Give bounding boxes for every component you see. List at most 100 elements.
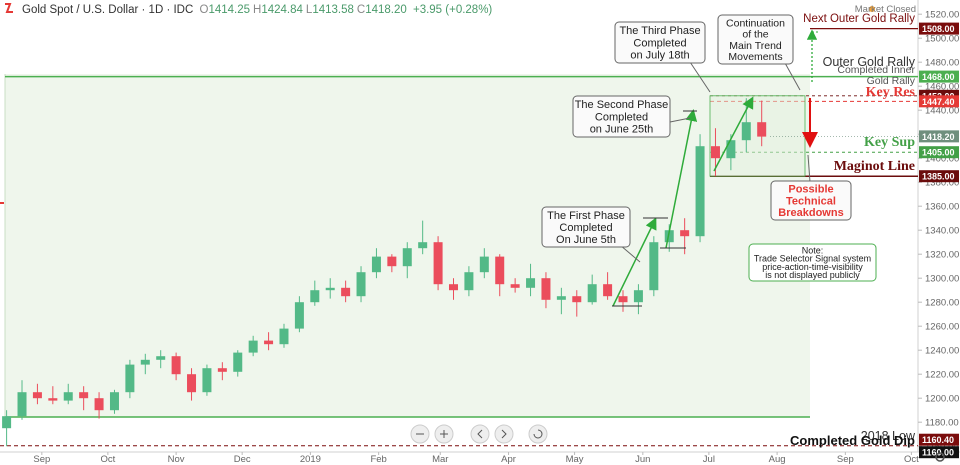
callout-text: Completed [595,111,648,123]
candle-body [448,284,458,291]
candle-body [171,356,181,375]
level-badge-label: 1160.40 [922,435,954,445]
level-name: Completed Gold Dip [790,433,915,448]
icon [477,429,483,439]
level-badge-label: 1447.40 [922,97,955,107]
candle-body [233,352,243,372]
phase-arrow [713,96,754,172]
scroll-right-button[interactable] [494,424,514,444]
candle-body [479,256,489,273]
callout-text: The Third Phase [619,25,700,37]
x-tick-label: Oct [904,454,919,465]
settings-button[interactable] [935,452,945,462]
status-dot [869,6,875,12]
y-tick-label: 1300.00 [925,274,959,285]
candle-body [125,364,135,393]
level-name: Key Res [865,85,915,101]
candle-body [310,290,320,303]
level-badge [919,446,959,459]
icon [440,430,448,438]
y-tick-label: 1200.00 [925,394,959,405]
candle-body [695,146,705,237]
level-badge-label: 1508.00 [922,24,955,34]
level-name: Key Sup [864,135,915,151]
candle-body [32,392,42,399]
callout-pointer [619,244,641,263]
y-tick-label: 1260.00 [925,322,959,333]
y-tick-label: 1520.00 [925,10,959,21]
callout-text: Trade Selector Signal system [754,254,871,264]
logo [5,3,13,13]
quote-value: 1414.25 [208,4,251,16]
candle-body [187,374,197,393]
candle-body [79,392,89,399]
candle-body [618,296,628,303]
callout-text: on July 18th [630,50,689,62]
quote: O1414.25 H1424.84 L1413.58 C1418.20 [196,4,406,16]
y-tick-label: 1240.00 [925,346,959,357]
candle-body [464,272,474,291]
phase-arrow [665,109,698,249]
level-badge-label: 1468.00 [922,72,955,82]
callout-box [614,21,706,64]
nav-buttons [410,424,548,444]
reset-button[interactable] [528,424,548,444]
x-tick-label: Jun [635,454,650,465]
level-badge [919,146,959,159]
candle-body [248,340,258,353]
level-badge-label: 1405.00 [922,148,955,158]
x-tick-label: Feb [370,454,386,465]
icon [501,429,507,439]
y-tick-label: 1460.00 [925,82,959,93]
candle-body [63,392,73,401]
candle-body [217,368,227,372]
x-tick-label: Sep [837,454,854,465]
x-tick-label: Nov [168,454,185,465]
levels [0,28,918,447]
candle-body [294,302,304,329]
x-tick-label: 2019 [300,454,321,465]
candle-body [603,284,613,297]
level-badge [919,170,959,183]
candle-body [633,290,643,303]
y-tick-label: 1380.00 [925,178,959,189]
change: +3.95 (+0.28%) [412,4,493,16]
candle-body [556,296,566,300]
callout-pointer [784,62,801,91]
candle-body [741,122,751,141]
y-tick-label: 1440.00 [925,106,959,117]
candle-body [572,296,582,303]
candle-body [710,146,720,159]
candle-body [156,356,166,360]
candle-body [757,122,767,137]
callout-text: Main Trend [729,40,782,52]
callout-text: Movements [728,51,782,63]
candle-body [2,416,12,429]
candle-body [664,230,674,243]
callout-text: on June 25th [590,124,654,136]
y-tick-label: 1340.00 [925,226,959,237]
candle-body [587,284,597,303]
candle-body [387,256,397,267]
candle-body [649,242,659,291]
callout-pointer [689,61,711,93]
callout-text: Breakdowns [778,207,843,219]
level-name: Completed Inner Gold Rally [837,63,915,87]
level-name: Outer Gold Rally [822,54,915,69]
candle-body [726,140,736,159]
candle-body [279,328,289,345]
symbol: Gold Spot / U.S. Dollar · 1D · IDC [22,4,194,16]
axes: 1160.001180.001200.001220.001240.001260.… [33,10,959,465]
x-tick-label: Oct [100,454,115,465]
candle-body [94,398,104,411]
quote-label: L [305,4,313,16]
callout-text: Completed [559,222,612,234]
quote-label: H [253,4,262,16]
x-tick-label: Mar [432,454,448,465]
quote-value: 1418.20 [365,4,407,16]
scroll-left-button[interactable] [470,424,490,444]
x-tick-label: Apr [501,454,516,465]
last-price-label: 1418.20 [922,132,955,142]
